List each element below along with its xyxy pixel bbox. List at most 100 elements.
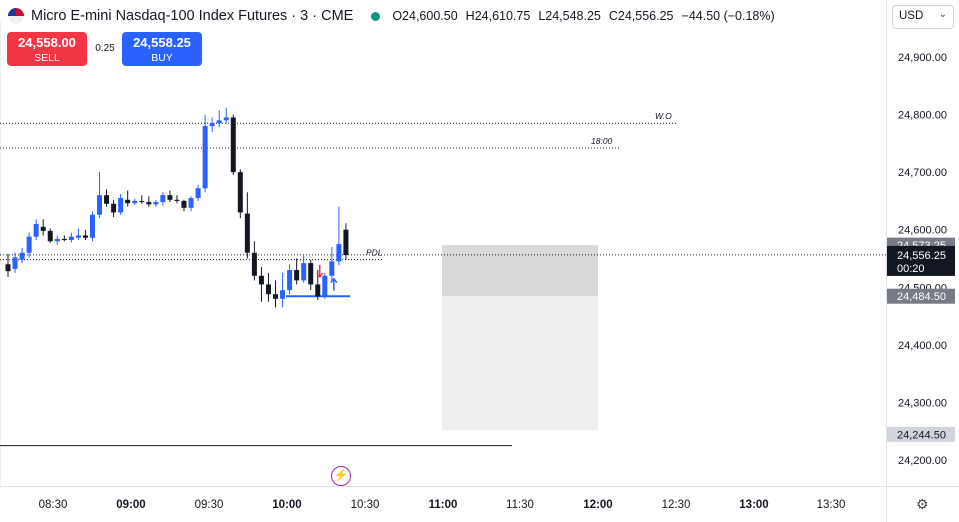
gear-icon[interactable]: ⚙ (916, 496, 929, 512)
price-axis-label-bg (887, 245, 955, 276)
price-axis-label: 24,244.50 (897, 429, 946, 441)
buy-label: BUY (151, 52, 173, 64)
spread-value: 0.25 (95, 43, 115, 54)
currency-value: USD (899, 10, 924, 22)
candle-body[interactable] (111, 203, 117, 213)
candle-body[interactable] (118, 198, 124, 213)
x-tick-label: 10:30 (351, 499, 380, 511)
level-label: W.O (655, 111, 672, 121)
price-axis-label-bg (887, 426, 955, 442)
ohlc-close: C24,556.25 (608, 9, 674, 23)
candle-body[interactable] (258, 275, 264, 285)
x-tick-label: 13:00 (739, 499, 768, 511)
sell-button[interactable]: 24,558.00 SELL (7, 32, 87, 66)
candle-body[interactable] (230, 117, 236, 173)
candle-body[interactable] (294, 270, 300, 281)
price-axis-label-bg (887, 288, 955, 304)
candle-body[interactable] (209, 123, 215, 127)
currency-select[interactable]: USD ⌄ (892, 5, 954, 29)
level-label: PDL (366, 248, 383, 258)
candle-body[interactable] (153, 202, 159, 205)
candle-body[interactable] (104, 195, 110, 204)
down-arrow-icon (316, 264, 324, 279)
candle-body[interactable] (308, 263, 314, 285)
price-axis-label: 24,484.50 (897, 291, 946, 303)
candle-body[interactable] (139, 200, 145, 203)
candle-body[interactable] (125, 199, 131, 204)
x-tick-label: 09:00 (116, 499, 145, 511)
y-tick-label: 24,700.00 (898, 167, 947, 179)
candle-body[interactable] (19, 252, 25, 260)
buy-price: 24,558.25 (133, 35, 191, 50)
candle-body[interactable] (12, 257, 18, 269)
sell-label: SELL (34, 52, 60, 64)
candle-body[interactable] (188, 198, 194, 208)
candle-body[interactable] (329, 261, 335, 276)
candle-body[interactable] (181, 200, 187, 208)
candle-body[interactable] (89, 214, 95, 238)
candle-body[interactable] (336, 244, 342, 262)
y-tick-label: 24,800.00 (898, 110, 947, 122)
candle-body[interactable] (61, 238, 67, 241)
y-tick-label: 24,600.00 (898, 225, 947, 237)
x-tick-label: 12:00 (583, 499, 612, 511)
x-tick-label: 11:00 (429, 499, 458, 511)
ohlc-high: H24,610.75 (465, 9, 531, 23)
lightning-event-icon[interactable]: ⚡ (331, 466, 351, 486)
candle-body[interactable] (97, 195, 103, 215)
x-tick-label: 09:30 (195, 499, 224, 511)
candle-body[interactable] (5, 264, 11, 272)
position-zone-upper[interactable] (442, 245, 598, 297)
candle-body[interactable] (82, 235, 88, 238)
x-tick-label: 11:30 (506, 499, 534, 511)
level-label: 18:00 (591, 136, 613, 146)
ohlc-open: O24,600.50 (392, 9, 458, 23)
chevron-down-icon: ⌄ (938, 9, 947, 20)
up-arrow-icon (330, 277, 338, 291)
candle-body[interactable] (160, 195, 166, 203)
candle-body[interactable] (322, 275, 328, 297)
sell-price: 24,558.00 (18, 35, 76, 50)
y-tick-label: 24,400.00 (898, 340, 947, 352)
market-open-dot-icon (371, 11, 381, 21)
candle-body[interactable] (174, 199, 180, 201)
candle-body[interactable] (251, 252, 257, 276)
x-tick-label: 10:00 (272, 499, 301, 511)
candle-body[interactable] (167, 195, 173, 200)
candle-body[interactable] (287, 270, 293, 291)
candle-body[interactable] (237, 172, 243, 213)
candle-body[interactable] (244, 213, 250, 253)
candle-body[interactable] (26, 236, 32, 253)
candle-body[interactable] (315, 284, 321, 297)
candle-body[interactable] (265, 284, 271, 295)
candle-body[interactable] (75, 235, 81, 238)
candle-body[interactable] (146, 202, 152, 205)
candle-body[interactable] (33, 223, 39, 237)
candle-body[interactable] (40, 226, 46, 231)
y-tick-label: 24,300.00 (898, 397, 947, 409)
y-tick-label: 24,200.00 (898, 455, 947, 467)
buy-button[interactable]: 24,558.25 BUY (122, 32, 202, 66)
price-axis-label: 24,556.25 (897, 250, 946, 262)
candle-body[interactable] (47, 230, 53, 242)
candle-body[interactable] (202, 126, 208, 189)
candle-body[interactable] (280, 290, 286, 299)
candle-body[interactable] (301, 263, 307, 281)
candle-body[interactable] (273, 294, 279, 299)
candle-body[interactable] (68, 236, 74, 241)
y-tick-label: 24,900.00 (898, 52, 947, 64)
symbol-title[interactable]: Micro E-mini Nasdaq-100 Index Futures · … (31, 8, 354, 24)
ohlc-low: L24,548.25 (538, 9, 601, 23)
x-tick-label: 12:30 (662, 499, 691, 511)
us-flag-icon (8, 8, 24, 24)
candle-body[interactable] (216, 120, 222, 124)
candle-body[interactable] (54, 238, 60, 242)
candle-body[interactable] (343, 229, 349, 256)
candle-body[interactable] (223, 117, 229, 121)
price-axis-countdown: 00:20 (897, 263, 925, 275)
position-zone-lower[interactable] (442, 296, 598, 431)
x-tick-label: 13:30 (817, 499, 846, 511)
candle-body[interactable] (132, 200, 138, 204)
candle-body[interactable] (195, 188, 201, 199)
